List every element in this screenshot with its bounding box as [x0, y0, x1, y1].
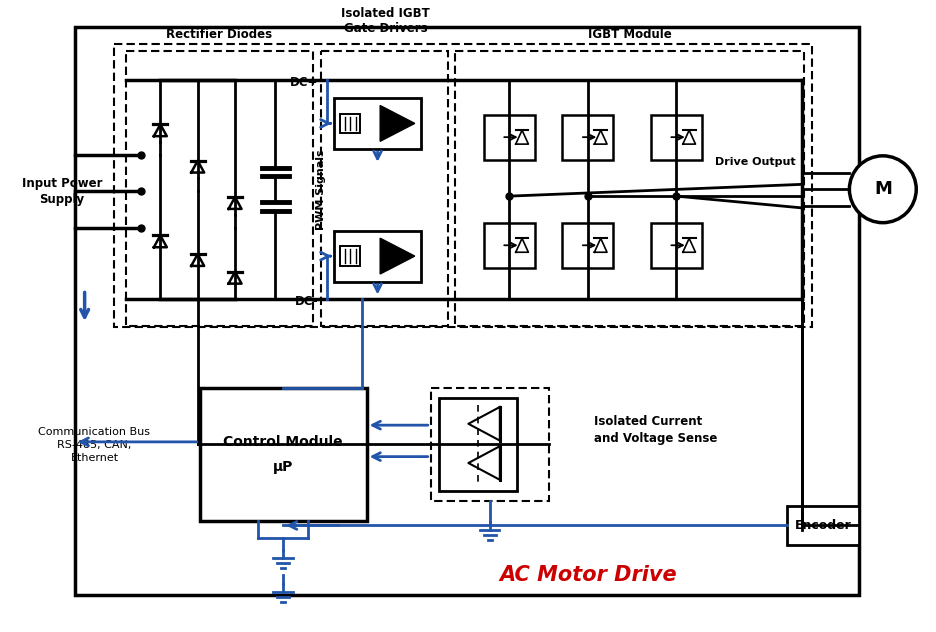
Bar — [455, 51, 804, 326]
Text: AC Motor Drive: AC Motor Drive — [499, 564, 677, 585]
Text: Encoder: Encoder — [795, 519, 852, 532]
Polygon shape — [380, 106, 415, 142]
Bar — [438, 398, 518, 491]
Text: Drive Output: Drive Output — [715, 157, 796, 167]
Bar — [341, 246, 359, 266]
Bar — [563, 222, 613, 268]
Bar — [334, 231, 421, 282]
Bar — [114, 44, 812, 327]
Text: DC-: DC- — [295, 295, 318, 308]
Bar — [787, 506, 859, 545]
Text: Rectifier Diodes: Rectifier Diodes — [167, 28, 272, 41]
Bar — [199, 388, 367, 521]
Bar — [563, 114, 613, 160]
Circle shape — [849, 156, 916, 222]
Bar — [341, 114, 359, 133]
Text: Input Power
Supply: Input Power Supply — [22, 177, 102, 206]
Text: Communication Bus
RS-485, CAN,
Ethernet: Communication Bus RS-485, CAN, Ethernet — [38, 427, 151, 463]
Text: IGBT Module: IGBT Module — [589, 28, 672, 41]
Bar — [126, 51, 313, 326]
Text: Isolated IGBT
Gate Drivers: Isolated IGBT Gate Drivers — [341, 7, 430, 35]
Text: Control Module
μP: Control Module μP — [224, 435, 343, 473]
Bar — [320, 51, 448, 326]
Bar — [334, 98, 421, 149]
Bar — [484, 114, 534, 160]
Bar — [75, 27, 859, 595]
Text: M: M — [874, 180, 892, 198]
Text: PWM Signals: PWM Signals — [315, 149, 326, 229]
Bar — [431, 388, 548, 501]
Bar — [484, 222, 534, 268]
Text: DC+: DC+ — [290, 76, 318, 88]
Text: Isolated Current
and Voltage Sense: Isolated Current and Voltage Sense — [593, 415, 717, 445]
Polygon shape — [380, 238, 415, 274]
Bar — [651, 114, 702, 160]
Bar — [651, 222, 702, 268]
